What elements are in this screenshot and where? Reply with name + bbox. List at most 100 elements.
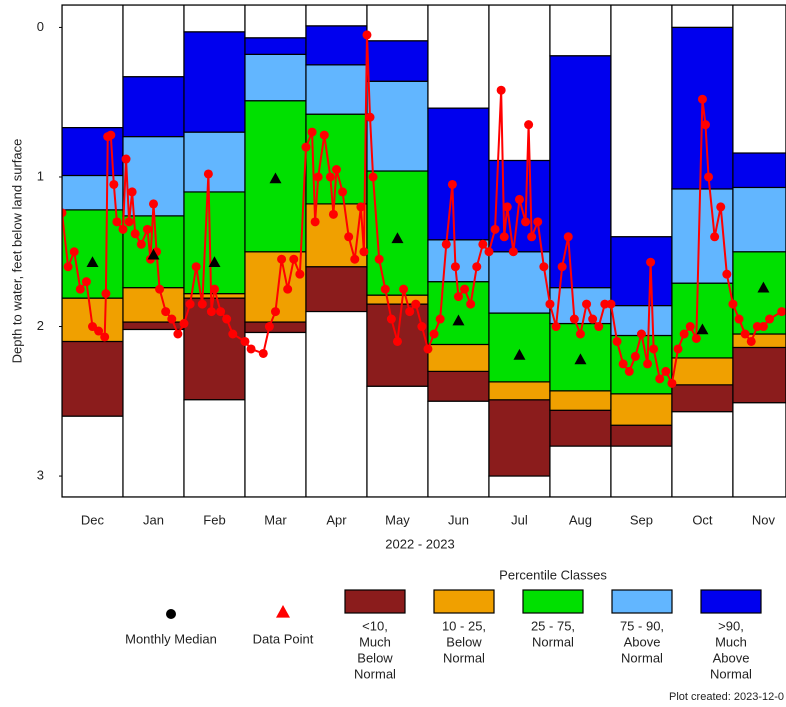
x-tick-label: Apr xyxy=(326,512,347,527)
data-point xyxy=(521,217,531,227)
percentile-box xyxy=(549,55,612,289)
data-point xyxy=(411,299,421,309)
data-point xyxy=(606,299,616,309)
percentile-box xyxy=(549,390,612,411)
legend-label: 10 - 25, xyxy=(442,618,486,633)
data-point xyxy=(81,277,91,287)
x-tick-label: Feb xyxy=(203,512,225,527)
data-point xyxy=(69,247,79,257)
legend-label: Monthly Median xyxy=(125,631,217,646)
data-point xyxy=(277,254,287,264)
data-point xyxy=(478,239,488,249)
data-point xyxy=(209,284,219,294)
data-point xyxy=(484,247,494,257)
percentile-box xyxy=(732,333,786,349)
data-point xyxy=(700,120,710,130)
data-point xyxy=(646,257,656,267)
legend-symbol xyxy=(166,609,176,619)
legend-label: Normal xyxy=(354,666,396,681)
percentile-box xyxy=(183,297,246,401)
data-point xyxy=(655,374,665,384)
data-point xyxy=(142,224,152,234)
data-point xyxy=(704,172,714,182)
data-point xyxy=(450,262,460,272)
y-axis-label: Depth to water, feet below land surface xyxy=(9,139,24,364)
legend-label: Normal xyxy=(621,650,663,665)
data-point xyxy=(496,85,506,95)
data-point xyxy=(399,284,409,294)
data-point xyxy=(127,187,137,197)
percentile-box xyxy=(305,113,368,205)
record-gap-bottom xyxy=(671,411,734,497)
percentile-box xyxy=(732,186,786,253)
data-point xyxy=(359,247,369,257)
data-point xyxy=(75,284,85,294)
data-point xyxy=(746,336,756,346)
x-tick-label: May xyxy=(385,512,410,527)
data-point xyxy=(344,232,354,242)
percentile-box xyxy=(183,31,246,133)
legend: Monthly Median Data Point<10,MuchBelowNor… xyxy=(125,589,762,681)
percentile-box xyxy=(427,107,490,241)
percentile-box xyxy=(244,53,307,102)
data-point xyxy=(283,284,293,294)
percentile-box xyxy=(62,340,124,417)
data-point xyxy=(380,284,390,294)
data-point xyxy=(365,112,375,122)
data-point xyxy=(325,172,335,182)
data-point xyxy=(557,262,567,272)
legend-label: Normal xyxy=(532,634,574,649)
data-point xyxy=(758,322,768,332)
percentile-box xyxy=(488,251,551,314)
record-gap-bottom xyxy=(366,385,429,497)
data-point xyxy=(124,217,134,227)
data-point xyxy=(307,127,317,137)
data-point xyxy=(734,314,744,324)
data-point xyxy=(63,262,73,272)
percentile-box xyxy=(183,131,246,193)
data-point xyxy=(161,307,171,317)
data-point xyxy=(191,262,201,272)
legend-label: <10, xyxy=(362,618,388,633)
record-gap-top xyxy=(671,5,734,29)
data-point xyxy=(691,333,701,343)
record-gap-bottom xyxy=(427,400,490,497)
record-gap-bottom xyxy=(244,331,307,497)
data-point xyxy=(575,329,585,339)
legend-swatch xyxy=(700,589,762,614)
data-point xyxy=(649,344,659,354)
record-gap-top xyxy=(427,5,490,109)
percentile-box xyxy=(366,80,429,172)
record-gap-top xyxy=(366,5,429,42)
percentile-box xyxy=(122,76,185,138)
data-point xyxy=(356,202,366,212)
data-point xyxy=(62,208,67,218)
y-tick-label: 3 xyxy=(37,468,44,483)
x-axis-label: 2022 - 2023 xyxy=(385,536,454,551)
x-tick-label: Dec xyxy=(81,512,105,527)
legend-label: Data Point xyxy=(253,631,314,646)
percentile-box xyxy=(732,346,786,404)
data-point xyxy=(630,351,640,361)
legend-label: Above xyxy=(713,650,750,665)
plot-border xyxy=(61,4,786,498)
legend-swatch xyxy=(522,589,584,614)
data-point xyxy=(121,154,131,164)
footnote: Plot created: 2023-12-0 xyxy=(669,691,784,703)
median-marker xyxy=(757,281,770,293)
data-point xyxy=(453,292,463,302)
data-point xyxy=(569,314,579,324)
data-point xyxy=(106,130,116,140)
median-marker xyxy=(86,256,99,268)
data-point xyxy=(502,202,512,212)
y-tick-label: 1 xyxy=(37,168,44,183)
legend-label: Normal xyxy=(443,650,485,665)
record-gap-bottom xyxy=(732,402,786,497)
data-point xyxy=(417,322,427,332)
median-marker xyxy=(147,248,160,260)
data-point xyxy=(524,120,534,130)
data-point xyxy=(722,269,732,279)
percentile-box xyxy=(427,343,490,372)
data-point xyxy=(460,284,470,294)
